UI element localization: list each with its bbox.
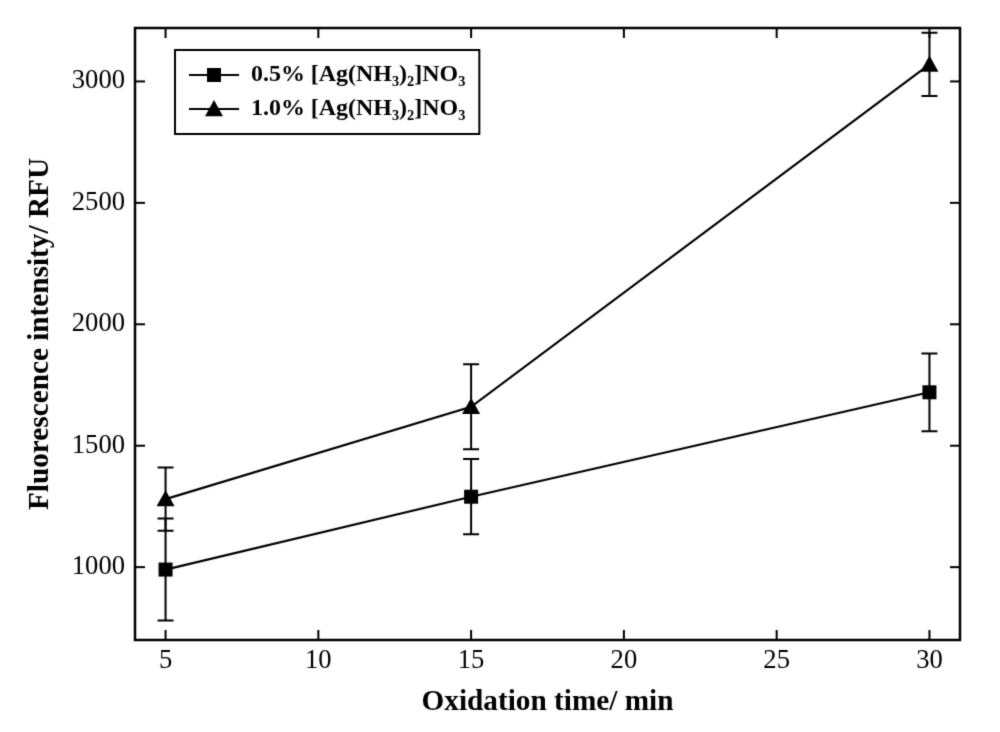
chart-container: Fluorescence intensity/ RFU [0, 0, 1000, 732]
chart-canvas [0, 0, 1000, 732]
